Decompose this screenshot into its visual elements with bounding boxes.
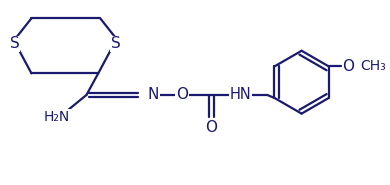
Text: CH₃: CH₃	[360, 59, 386, 73]
Text: H₂N: H₂N	[44, 110, 70, 124]
Text: HN: HN	[230, 88, 252, 102]
Text: S: S	[10, 36, 20, 51]
Text: O: O	[342, 59, 355, 74]
Text: N: N	[147, 88, 159, 102]
Text: S: S	[111, 36, 121, 51]
Text: O: O	[176, 88, 188, 102]
Text: O: O	[205, 120, 217, 134]
